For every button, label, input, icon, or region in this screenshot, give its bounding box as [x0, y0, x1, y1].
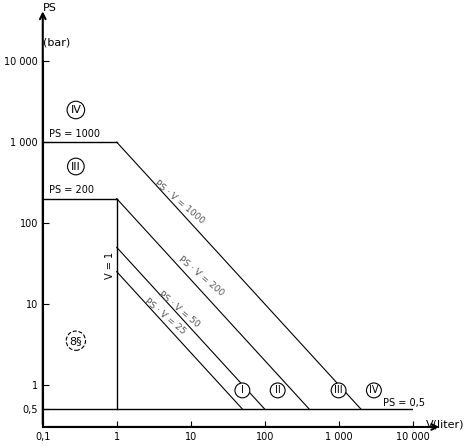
Text: II: II [275, 385, 280, 396]
Text: PS · V = 1000: PS · V = 1000 [153, 179, 206, 226]
Text: PS = 200: PS = 200 [49, 186, 94, 195]
Text: (bar): (bar) [43, 37, 70, 47]
Text: PS · V = 200: PS · V = 200 [177, 255, 226, 297]
Text: PS · V = 25: PS · V = 25 [143, 297, 187, 336]
Text: PS = 0,5: PS = 0,5 [383, 398, 425, 408]
Text: III: III [71, 161, 80, 172]
Text: PS: PS [43, 3, 57, 12]
Text: IV: IV [369, 385, 379, 396]
Text: PS = 1000: PS = 1000 [49, 129, 100, 139]
Text: V(liter): V(liter) [425, 420, 464, 429]
Text: 8§: 8§ [70, 336, 82, 346]
Text: IV: IV [70, 105, 81, 115]
Text: I: I [241, 385, 244, 396]
Text: V = 1: V = 1 [105, 252, 115, 279]
Text: III: III [334, 385, 343, 396]
Text: PS · V = 50: PS · V = 50 [157, 290, 202, 329]
